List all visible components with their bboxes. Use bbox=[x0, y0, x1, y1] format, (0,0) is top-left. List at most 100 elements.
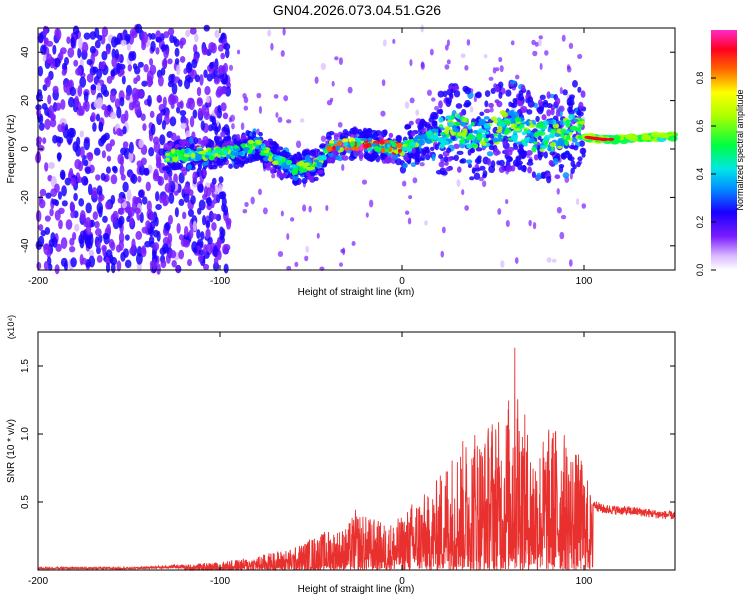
heatmap-cell bbox=[83, 32, 91, 40]
heatmap-cell bbox=[276, 170, 283, 179]
heatmap-cell bbox=[351, 241, 356, 246]
heatmap-cell bbox=[93, 99, 100, 109]
heatmap-cell bbox=[543, 134, 551, 141]
colorbar-tick-label: 0.2 bbox=[695, 216, 705, 229]
heatmap-cell bbox=[171, 156, 179, 162]
heatmap-cell bbox=[187, 76, 194, 83]
heatmap-cell bbox=[183, 183, 191, 195]
heatmap-cell bbox=[326, 145, 333, 151]
heatmap-cell bbox=[55, 28, 62, 41]
snr-y-label: SNR (10 * v/v) bbox=[6, 419, 17, 483]
heatmap-cell bbox=[421, 149, 427, 156]
heatmap-cell bbox=[220, 131, 226, 138]
heatmap-cell bbox=[546, 109, 552, 117]
heatmap-cell bbox=[92, 211, 99, 220]
heatmap-cell bbox=[101, 104, 107, 111]
heatmap-cell bbox=[149, 110, 155, 119]
heatmap-cell bbox=[106, 224, 112, 236]
heatmap-cell bbox=[247, 139, 254, 145]
heatmap-cell bbox=[551, 258, 557, 263]
heatmap-cell bbox=[177, 79, 183, 87]
heatmap-cell bbox=[496, 138, 504, 142]
heatmap-cell bbox=[134, 207, 141, 214]
heatmap-x-tick-label: -100 bbox=[210, 276, 230, 287]
snr-y-ticks: 0.5 1.0 1.5 bbox=[20, 359, 675, 509]
heatmap-cell bbox=[156, 95, 163, 103]
heatmap-cell bbox=[560, 153, 565, 160]
heatmap-cell bbox=[138, 139, 144, 149]
heatmap-cell bbox=[42, 84, 48, 91]
heatmap-cell bbox=[174, 165, 180, 171]
heatmap-cell bbox=[429, 48, 434, 56]
heatmap-cell bbox=[206, 73, 213, 82]
heatmap-cell bbox=[527, 100, 535, 108]
heatmap-cell bbox=[105, 262, 111, 273]
heatmap-cell bbox=[43, 243, 50, 250]
heatmap-cell bbox=[116, 62, 121, 74]
heatmap-cell bbox=[57, 152, 62, 162]
heatmap-cell bbox=[111, 36, 118, 48]
colorbar: 0.0 0.2 0.4 0.6 0.8 Normalized spectral ampl… bbox=[695, 30, 745, 276]
heatmap-cell bbox=[117, 153, 124, 165]
heatmap-cell bbox=[509, 80, 517, 85]
heatmap-cell bbox=[262, 207, 268, 215]
heatmap-cell bbox=[293, 170, 299, 175]
heatmap-cell bbox=[187, 258, 192, 267]
heatmap-cell bbox=[103, 233, 110, 245]
heatmap-cell bbox=[220, 86, 227, 95]
heatmap-cell bbox=[391, 142, 397, 148]
heatmap-cell bbox=[84, 159, 89, 167]
heatmap-cell bbox=[37, 145, 45, 152]
heatmap-cell bbox=[453, 89, 461, 98]
heatmap-cell bbox=[537, 99, 543, 107]
heatmap-cell bbox=[145, 220, 151, 229]
heatmap-cell bbox=[69, 246, 76, 253]
heatmap-cell bbox=[150, 123, 156, 136]
heatmap-cell bbox=[370, 142, 378, 147]
heatmap-cell bbox=[143, 64, 149, 73]
heatmap-cell bbox=[272, 160, 279, 166]
heatmap-cell bbox=[144, 240, 152, 248]
heatmap-cell bbox=[316, 232, 320, 239]
snr-y-scale-label: (x10⁴) bbox=[6, 315, 16, 339]
heatmap-cell bbox=[40, 44, 47, 55]
heatmap-cell bbox=[235, 133, 241, 141]
heatmap-cell bbox=[456, 150, 464, 155]
heatmap-cell bbox=[61, 69, 67, 76]
heatmap-cell bbox=[294, 261, 299, 268]
heatmap-cell bbox=[555, 109, 560, 117]
colorbar-tick-label: 0.8 bbox=[695, 72, 705, 85]
heatmap-cell bbox=[43, 261, 49, 271]
heatmap-cell bbox=[60, 122, 66, 133]
heatmap-cell bbox=[341, 155, 349, 161]
heatmap-cell bbox=[512, 98, 517, 104]
heatmap-cell bbox=[116, 128, 123, 136]
heatmap-cell bbox=[183, 225, 189, 238]
heatmap-cell bbox=[55, 102, 62, 111]
heatmap-cell bbox=[568, 259, 573, 267]
heatmap-cell bbox=[438, 116, 444, 123]
heatmap-cell bbox=[206, 196, 212, 207]
heatmap-cell bbox=[191, 58, 198, 69]
heatmap-cell bbox=[185, 29, 191, 38]
snr-x-ticks: -200 -100 0 100 bbox=[28, 332, 593, 587]
heatmap-cell bbox=[171, 259, 177, 268]
heatmap-cell bbox=[64, 177, 72, 186]
heatmap-cell bbox=[155, 191, 160, 202]
heatmap-cell bbox=[44, 162, 49, 172]
heatmap-cell bbox=[488, 145, 495, 151]
heatmap-cell bbox=[549, 141, 557, 148]
colorbar-tick-label: 0.6 bbox=[695, 120, 705, 133]
heatmap-cell bbox=[53, 57, 61, 68]
heatmap-cell bbox=[211, 121, 218, 131]
heatmap-cell bbox=[326, 99, 333, 106]
heatmap-cell bbox=[187, 163, 192, 171]
heatmap-cell bbox=[304, 255, 309, 262]
heatmap-y-tick-label: -40 bbox=[20, 238, 31, 253]
heatmap-cell bbox=[280, 210, 284, 217]
heatmap-cell bbox=[219, 191, 227, 200]
heatmap-cell bbox=[222, 112, 229, 120]
heatmap-cell bbox=[559, 119, 564, 126]
heatmap-cell bbox=[429, 146, 435, 151]
heatmap-cell bbox=[581, 152, 586, 158]
